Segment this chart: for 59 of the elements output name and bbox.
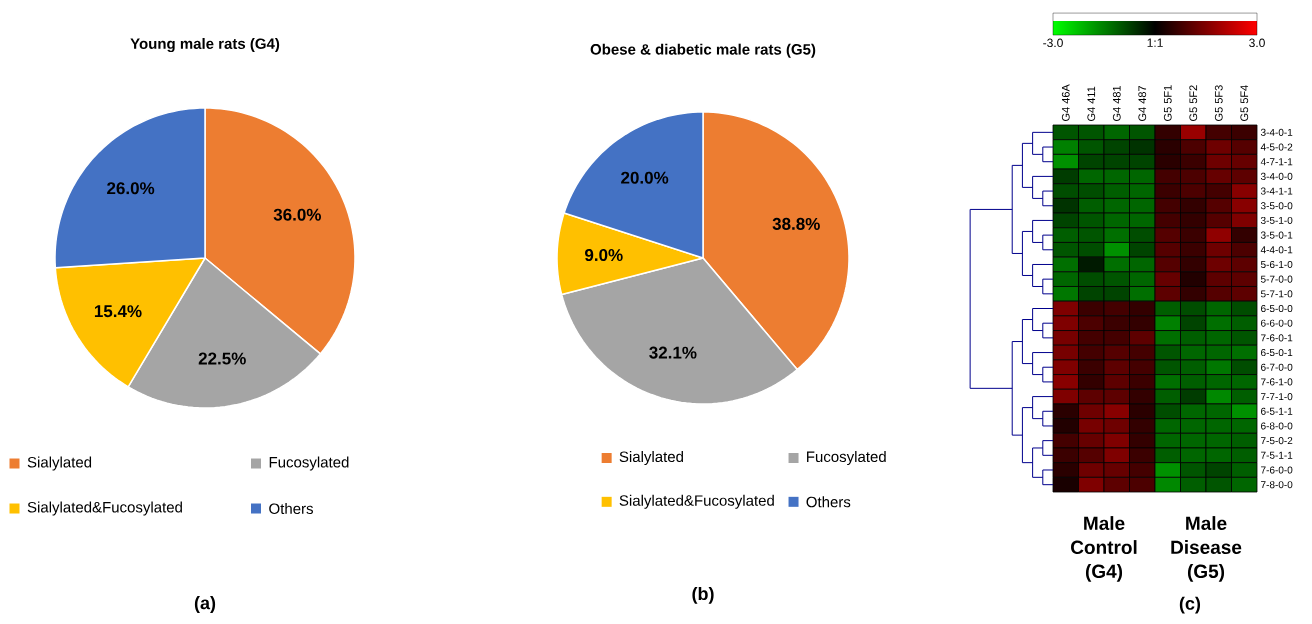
y-tick-label: 6-8-0-0 [1261, 422, 1293, 430]
data-label: 20.0% [621, 171, 669, 184]
y-tick-label: 6-5-1-1 [1261, 407, 1293, 415]
data-label: 9.0% [584, 249, 623, 262]
data-label: 36.0% [273, 208, 321, 221]
y-tick-label: 3-5-0-0 [1260, 202, 1293, 210]
y-tick-label: 3-5-1-0 [1260, 216, 1293, 224]
legend-label: Fucosylated [807, 451, 886, 466]
text: (b) [692, 586, 714, 604]
data-label: 22.5% [198, 352, 246, 365]
y-tick-label: 7-6-0-0 [1261, 466, 1293, 474]
y-tick-label: 5-6-1-0 [1260, 260, 1293, 269]
y-tick-label: 6-5-0-1 [1261, 349, 1293, 357]
data-label: 15.4% [94, 305, 142, 318]
y-tick-label: 6-6-0-0 [1261, 319, 1293, 327]
x-tick-label: G4 481 [1112, 85, 1121, 121]
y-tick-label: 7-7-1-0 [1261, 393, 1293, 401]
x-tick-label: G5 5F4 [1240, 85, 1249, 121]
legend-label: Sialylated&Fucosylated [619, 494, 774, 509]
data-label: 26.0% [107, 182, 155, 195]
y-tick-label: 3-5-0-1 [1260, 231, 1293, 239]
x-tick-label: G5 5F3 [1214, 85, 1223, 121]
y-tick-label: 5-7-0-0 [1260, 275, 1293, 283]
y-tick-label: 7-5-1-1 [1261, 451, 1293, 459]
color-bar-label: 1:1 [1147, 38, 1163, 47]
chart-title: Obese & diabetic male rats (G5) [590, 43, 816, 58]
y-tick-label: 4-5-0-2 [1260, 143, 1293, 151]
y-tick-label: 7-6-0-1 [1261, 334, 1293, 342]
x-tick-label: G5 5F2 [1189, 85, 1198, 121]
y-tick-label: 3-4-0-1 [1260, 128, 1293, 136]
legend-label: Sialylated&Fucosylated [27, 501, 182, 516]
text: Male Control (G4) [1071, 516, 1137, 582]
y-tick-label: 3-4-0-0 [1260, 172, 1293, 180]
color-bar-label: -3.0 [1043, 38, 1063, 48]
x-tick-label: G4 487 [1138, 85, 1147, 121]
data-label: 32.1% [649, 346, 697, 359]
y-tick-label: 6-7-0-0 [1261, 363, 1293, 371]
data-label: 38.8% [772, 217, 820, 230]
y-tick-label: 7-8-0-0 [1261, 481, 1293, 489]
x-tick-label: G5 5F1 [1163, 85, 1172, 121]
chart-title: Young male rats (G4) [130, 37, 280, 53]
text: Male Disease (G5) [1171, 516, 1242, 582]
y-tick-label: 4-7-1-1 [1260, 158, 1293, 166]
y-tick-label: 4-4-0-1 [1260, 246, 1293, 254]
y-tick-label: 7-5-0-2 [1261, 437, 1293, 445]
text: (c) [1179, 596, 1201, 614]
legend-label: Others [269, 502, 313, 515]
legend-label: Sialylated [619, 451, 683, 466]
color-bar-label: 3.0 [1249, 38, 1265, 48]
legend-label: Others [806, 496, 851, 508]
y-tick-label: 3-4-1-1 [1260, 187, 1293, 195]
x-tick-label: G4 46A [1061, 84, 1070, 121]
y-tick-label: 6-5-0-0 [1261, 304, 1293, 313]
x-tick-label: G4 411 [1087, 86, 1096, 121]
legend-label: Fucosylated [269, 456, 349, 471]
y-tick-label: 5-7-1-0 [1260, 290, 1293, 298]
text: (a) [194, 596, 216, 613]
y-tick-label: 7-6-1-0 [1261, 378, 1293, 386]
legend-label: Sialylated [27, 456, 92, 471]
